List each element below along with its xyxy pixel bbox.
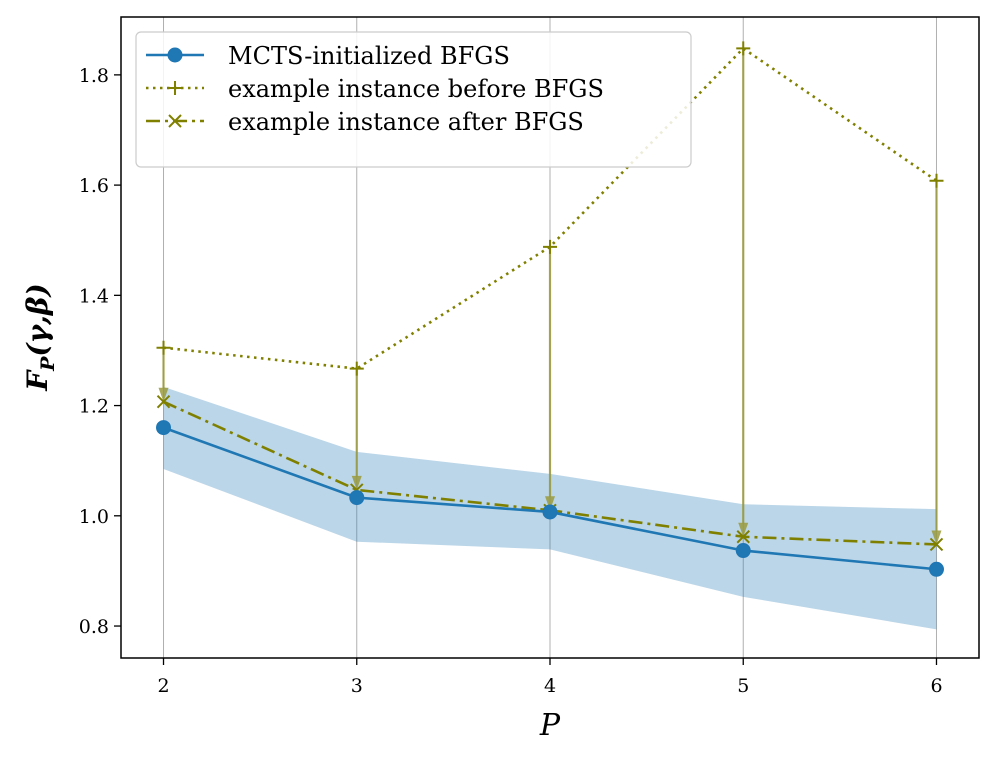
marker-after-bfgs-p2 [156,395,171,409]
arrow-head-p6 [931,530,942,545]
y-tick-label-2: 1.2 [79,396,109,418]
marker-before-bfgs-p3 [349,361,364,376]
y-tick-label-5: 1.8 [79,65,109,87]
arrow-layer [158,48,942,545]
x-axis-label: P [539,708,561,743]
arrow-head-p5 [738,522,749,537]
series-markers-layer [156,41,944,577]
marker-mcts-bfgs-p6 [928,561,944,577]
marker-mcts-bfgs-p3 [349,490,365,506]
ticks-layer: 2 3 4 5 6 0.8 1.0 1.2 1.4 1.6 1.8 [79,65,943,697]
marker-before-bfgs-p4 [543,239,557,254]
legend-marker-before-bfgs [168,81,182,95]
marker-before-bfgs-p6 [929,173,944,188]
x-tick-label-4: 4 [544,675,556,697]
y-axis-label-args: (γ,β) [21,283,54,356]
y-axis-label-base: F [21,369,54,392]
legend-frame [135,31,692,168]
x-tick-label-3: 3 [351,675,363,697]
legend-marker-after-bfgs [168,114,182,128]
svg-text:FP(γ,β): FP(γ,β) [21,283,59,392]
legend-label-mcts-bfgs: MCTS-initialized BFGS [228,42,510,70]
y-tick-label-0: 0.8 [79,616,109,638]
series-line-before-bfgs [163,47,938,370]
arrow-head-p2 [158,387,169,402]
marker-after-bfgs-p6 [929,537,944,552]
legend-label-before-bfgs: example instance before BFGS [228,75,604,103]
arrow-head-p4 [545,496,555,511]
legend-marker-mcts-bfgs [167,47,183,63]
legend-items: MCTS-initialized BFGS example instance be… [146,42,604,136]
y-tick-label-3: 1.4 [79,285,109,307]
legend: MCTS-initialized BFGS example instance be… [135,31,692,168]
x-tick-label-2: 2 [157,675,169,697]
y-axis-label-subscript: P [37,356,59,372]
x-tick-label-6: 6 [930,675,942,697]
arrow-head-p3 [351,475,362,490]
marker-mcts-bfgs-p2 [156,420,172,436]
x-tick-label-5: 5 [737,675,749,697]
marker-after-bfgs-p5 [736,530,750,544]
y-tick-label-4: 1.6 [79,175,109,197]
y-axis-label: FP(γ,β) [21,283,59,392]
legend-label-after-bfgs: example instance after BFGS [228,108,584,136]
marker-mcts-bfgs-p5 [735,543,751,559]
marker-mcts-bfgs-p4 [542,504,558,520]
marker-before-bfgs-p2 [156,340,171,355]
marker-before-bfgs-p5 [736,41,751,56]
y-tick-label-1: 1.0 [79,506,109,528]
